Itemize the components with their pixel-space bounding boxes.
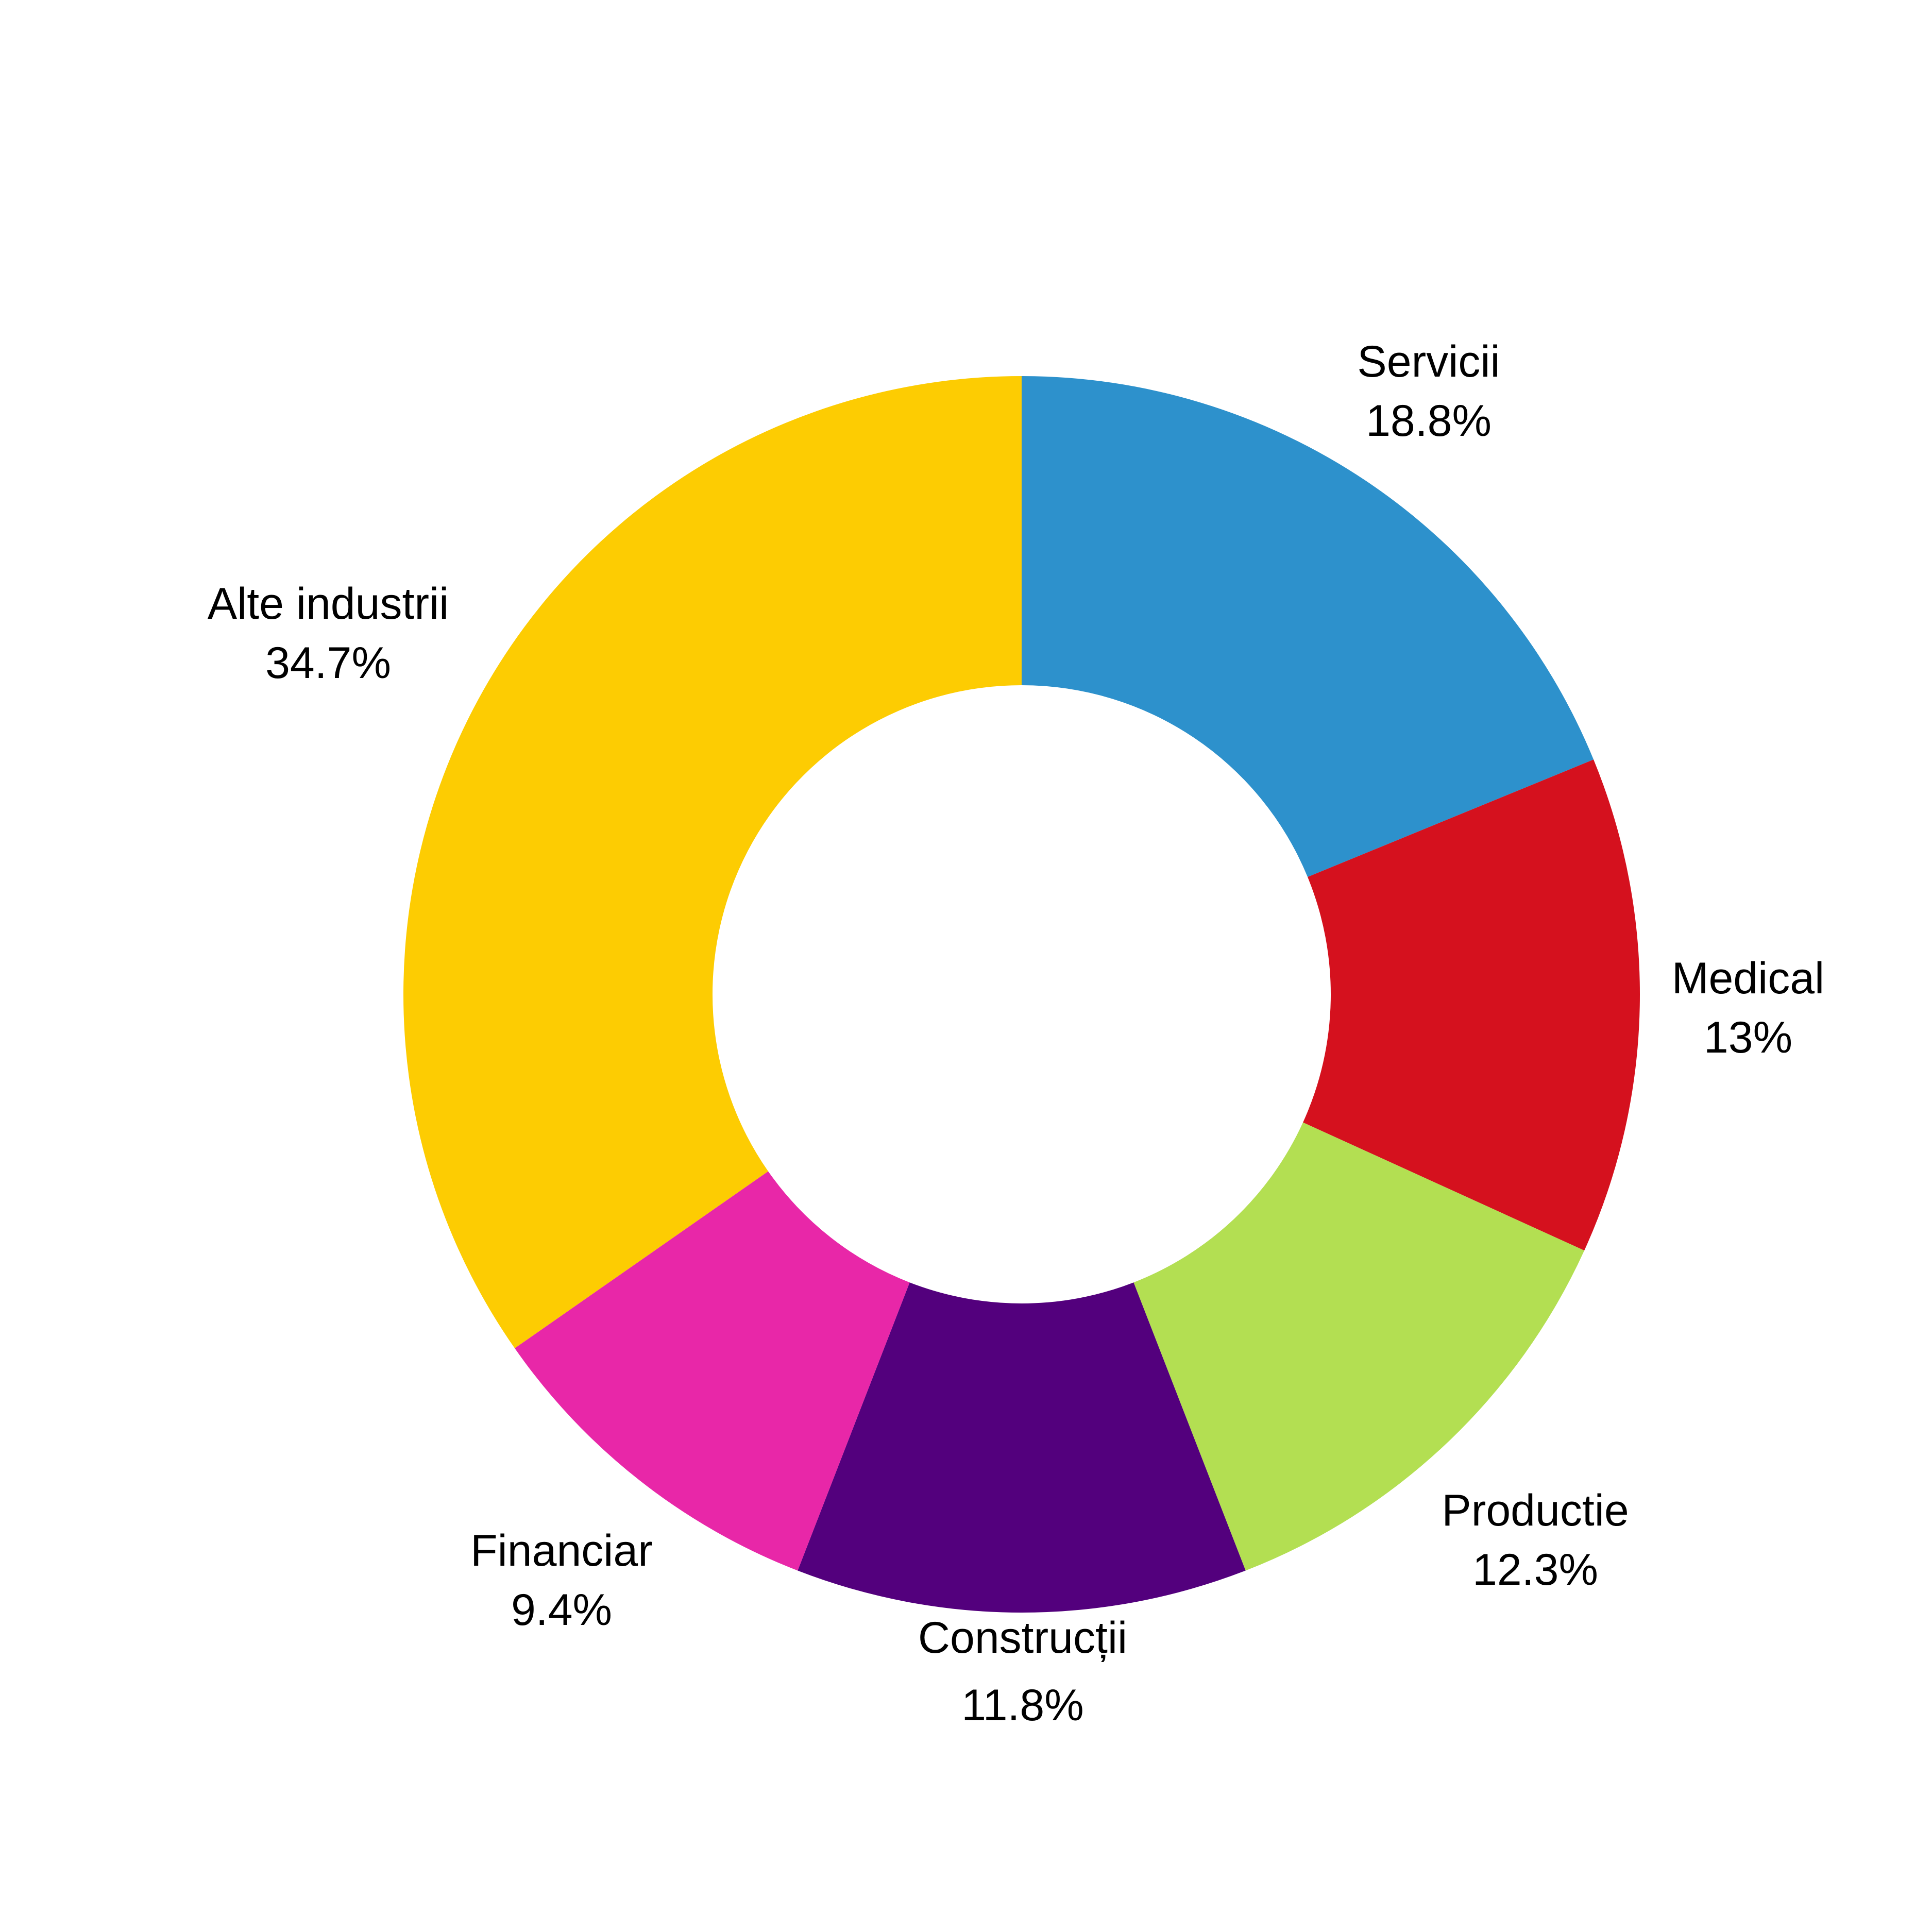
slice-label-name: Servicii (1357, 337, 1500, 386)
slice-medical (1303, 759, 1640, 1251)
slice-label-name: Alte industrii (207, 579, 449, 629)
slice-label-name: Productie (1442, 1486, 1629, 1535)
slice-label: Financiar 9.4% (470, 1521, 653, 1640)
slice-servicii (1022, 376, 1594, 877)
slice-label-name: Medical (1671, 954, 1825, 1003)
slice-construc-ii (798, 1282, 1246, 1613)
slice-label-percent: 18.8% (1366, 396, 1492, 446)
slice-label-percent: 34.7% (265, 638, 391, 688)
slice-label: Productie 12.3% (1442, 1481, 1629, 1600)
slice-productie (1133, 1122, 1585, 1571)
slice-label-name: Construcții (918, 1613, 1128, 1663)
slice-label: Construcții 11.8% (918, 1608, 1127, 1735)
slice-label-percent: 11.8% (961, 1681, 1084, 1730)
slice-label-percent: 9.4% (511, 1585, 613, 1635)
slice-label: Servicii 18.8% (1357, 332, 1500, 451)
slice-alte-industrii (403, 376, 1022, 1348)
slice-label: Medical 13% (1672, 949, 1824, 1067)
slice-financiar (515, 1171, 910, 1571)
slice-label-percent: 12.3% (1472, 1545, 1598, 1595)
slice-label-name: Financiar (470, 1526, 653, 1575)
slice-label: Alte industrii 34.7% (208, 574, 449, 693)
slice-label-percent: 13% (1703, 1013, 1793, 1062)
